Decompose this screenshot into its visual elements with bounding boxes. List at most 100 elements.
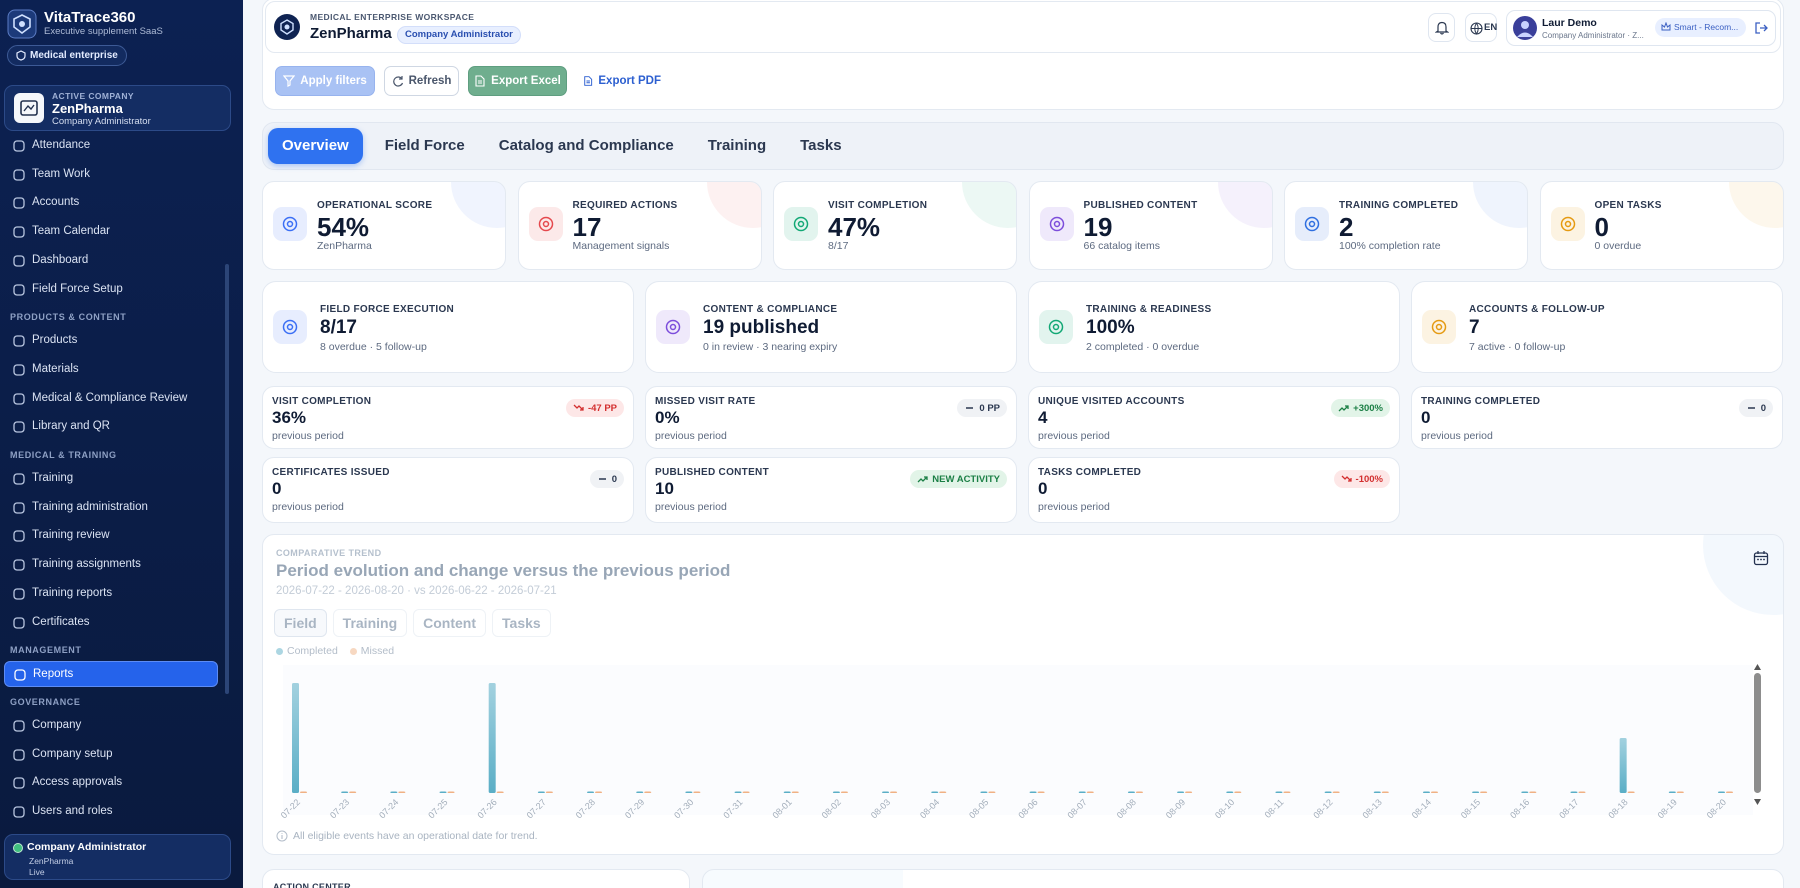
nav-item[interactable]: Training assignments [4, 552, 218, 578]
nav-icon [13, 720, 25, 732]
tab[interactable]: Tasks [800, 137, 842, 154]
delta-icon [598, 478, 606, 480]
calendar-button[interactable] [1750, 547, 1772, 569]
bar [1521, 791, 1529, 793]
bar [1127, 791, 1135, 793]
nav-item[interactable]: Attendance [4, 136, 218, 159]
bar [1430, 791, 1438, 793]
globe-icon [1470, 22, 1483, 35]
bar [644, 791, 652, 793]
toolbar-button[interactable]: Apply filters [275, 66, 375, 96]
kpi-value: 0 [1594, 212, 1609, 242]
role-badge: Company Administrator [397, 26, 521, 44]
kpi-card: REQUIRED ACTIONS 17 Management signals [517, 181, 762, 270]
nav-item[interactable]: Company [4, 713, 218, 739]
bar [1627, 791, 1635, 793]
summary-card: CONTENT & COMPLIANCE 19 published 0 in rev… [645, 281, 1017, 373]
bar [890, 791, 898, 793]
nav-item[interactable]: Dashboard [4, 248, 218, 274]
nav-item-label: Attendance [32, 139, 91, 151]
bar [742, 791, 750, 793]
nav-item[interactable]: Training administration [4, 495, 218, 521]
nav-item[interactable]: Field Force Setup [4, 277, 218, 303]
active-company-role: Company Administrator [52, 116, 151, 127]
toolbar-icon [584, 76, 593, 86]
nav-item[interactable]: Access approvals [4, 770, 218, 796]
delta-icon [917, 476, 928, 483]
delta-label: +300% [1353, 402, 1383, 414]
tab[interactable]: Field Force [384, 137, 465, 154]
nav-item[interactable]: Medical & Compliance Review [4, 386, 218, 412]
tab[interactable]: Training [707, 137, 767, 154]
nav-icon [13, 226, 25, 238]
comparison-card: TRAINING COMPLETED 0 previous period 0 [1411, 386, 1783, 449]
active-company-card: ACTIVE COMPANY ZenPharma Company Administr… [4, 85, 231, 131]
bar [882, 791, 890, 793]
nav-item[interactable]: Training reports [4, 581, 218, 607]
bar [587, 791, 595, 793]
trend-tab[interactable]: Content [413, 609, 487, 637]
chart-legend: Completed Missed [276, 645, 394, 657]
card-decoration [703, 870, 903, 888]
card-decoration [1728, 182, 1783, 228]
toolbar-button[interactable]: Export PDF [583, 66, 661, 96]
toolbar-button[interactable]: Export Excel [468, 66, 567, 96]
legend-swatch [276, 647, 283, 655]
nav-item-label: Training review [32, 529, 110, 542]
card-decoration [706, 182, 761, 228]
comparison-sub: previous period [1421, 430, 1493, 442]
info-icon [276, 830, 288, 842]
workspace-eyebrow: MEDICAL ENTERPRISE WORKSPACE [310, 12, 475, 22]
kpi-label: TRAINING COMPLETED [1339, 200, 1459, 211]
comparison-value: 0 [1038, 479, 1048, 498]
tab[interactable]: Catalog and Compliance [498, 137, 674, 154]
trend-tab[interactable]: Tasks [492, 609, 551, 637]
bar [1177, 791, 1185, 793]
tab[interactable]: Overview [268, 128, 363, 164]
nav-item[interactable]: Team Calendar [4, 219, 218, 245]
delta-label: 0 [1760, 402, 1766, 414]
action-center-title: ACTION CENTER [273, 882, 351, 888]
trend-tab[interactable]: Training [332, 609, 408, 637]
nav-item[interactable]: Team Work [4, 162, 218, 188]
comparison-sub: previous period [272, 501, 344, 513]
user-menu[interactable]: Laur Demo Company Administrator · Z... Sma… [1506, 10, 1776, 46]
kpi-value: 47% [828, 212, 881, 242]
nav-item[interactable]: Training [4, 466, 218, 492]
bar [390, 791, 398, 793]
bar [398, 791, 406, 793]
summary-sub: 0 in review · 3 nearing expiry [703, 341, 838, 353]
notifications-button[interactable] [1428, 13, 1455, 42]
nav-item[interactable]: Materials [4, 357, 218, 383]
kpi-value: 54% [317, 212, 370, 242]
trend-tab[interactable]: Field [274, 609, 327, 637]
nav-section-title: PRODUCTS & CONTENT [10, 312, 127, 323]
nav-item[interactable]: Accounts [4, 190, 218, 216]
bar [734, 791, 742, 793]
legend-swatch [349, 647, 357, 655]
nav-item-label: Company [32, 718, 82, 731]
card-decoration [1703, 535, 1783, 615]
delta-icon [1341, 475, 1352, 482]
nav-item[interactable]: Products [4, 328, 218, 354]
nav-item[interactable]: Training review [4, 523, 218, 549]
nav-item[interactable]: Company setup [4, 742, 218, 768]
nav-item[interactable]: Users and roles [4, 799, 218, 825]
nav-item-label: Field Force Setup [32, 282, 123, 295]
comparison-value: 4 [1038, 408, 1048, 427]
card-icon [1295, 207, 1329, 241]
language-button[interactable]: EN [1465, 13, 1497, 42]
delta-label: NEW ACTIVITY [932, 473, 1000, 485]
nav-item[interactable]: Reports [4, 661, 218, 688]
nav-icon [13, 588, 25, 600]
kpi-label: VISIT COMPLETION [828, 200, 928, 211]
nav-item-label: Dashboard [32, 253, 89, 266]
bar [1718, 791, 1725, 793]
delta-icon [1338, 405, 1349, 412]
delta-label: 0 PP [979, 402, 1000, 414]
nav-item[interactable]: Library and QR [4, 414, 218, 440]
comparison-card: PUBLISHED CONTENT 10 previous period NEW AC… [645, 457, 1017, 523]
nav-item[interactable]: Certificates [4, 610, 218, 636]
legend-label: Missed [360, 645, 395, 657]
toolbar-button[interactable]: Refresh [384, 66, 459, 96]
